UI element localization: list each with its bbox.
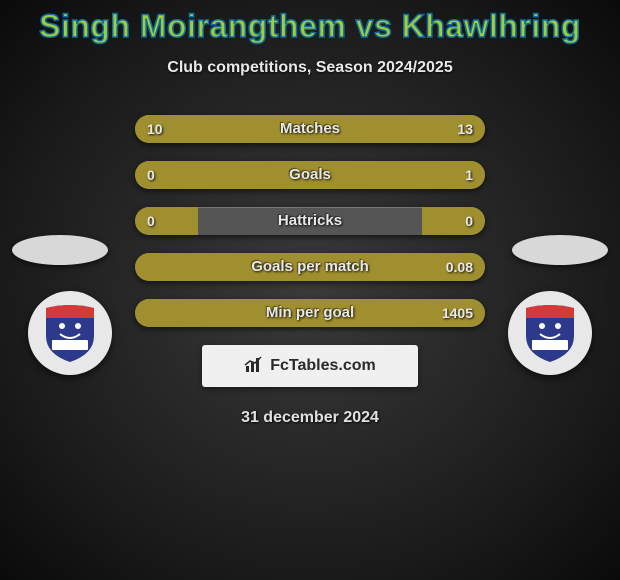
- stat-value-right: 1405: [442, 299, 473, 327]
- bars-container: Matches1013Goals01Hattricks00Goals per m…: [135, 115, 485, 327]
- stat-label: Min per goal: [135, 299, 485, 327]
- stat-label: Matches: [135, 115, 485, 143]
- team-shield-icon: [522, 302, 578, 364]
- stat-bar: Hattricks0 0: [135, 207, 485, 235]
- stats-area: Matches1013Goals01Hattricks00Goals per m…: [0, 115, 620, 327]
- footer-date: 31 december 2024: [0, 409, 620, 427]
- stat-value-right: 0.08: [446, 253, 473, 281]
- player-badge-left: [28, 291, 112, 375]
- stat-value-left: 10: [147, 115, 163, 143]
- stat-bar: Min per goal1405: [135, 299, 485, 327]
- stat-label: Goals per match: [135, 253, 485, 281]
- stat-value-left: 0: [147, 161, 155, 189]
- brand-badge: FcTables.com: [202, 345, 418, 387]
- stat-value-left: 0: [147, 207, 155, 235]
- stat-label: Goals: [135, 161, 485, 189]
- stat-value-right: 1: [465, 161, 473, 189]
- chart-icon: [244, 356, 264, 377]
- team-shield-icon: [42, 302, 98, 364]
- shield-top: [46, 305, 94, 318]
- stat-value-right: 13: [457, 115, 473, 143]
- brand-text: FcTables.com: [270, 357, 376, 375]
- stat-value-right: 0: [465, 207, 473, 235]
- comparison-title: Singh Moirangthem vs Khawlhring: [0, 8, 620, 45]
- left-disc: [12, 235, 108, 265]
- stat-label: Hattricks: [135, 207, 485, 235]
- stat-bar: Goals per match0.08: [135, 253, 485, 281]
- stat-bar: Matches10 13: [135, 115, 485, 143]
- content-wrap: Singh Moirangthem vs Khawlhring Club com…: [0, 0, 620, 427]
- player-badge-right: [508, 291, 592, 375]
- right-disc: [512, 235, 608, 265]
- subtitle: Club competitions, Season 2024/2025: [0, 59, 620, 77]
- stat-bar: Goals0 1: [135, 161, 485, 189]
